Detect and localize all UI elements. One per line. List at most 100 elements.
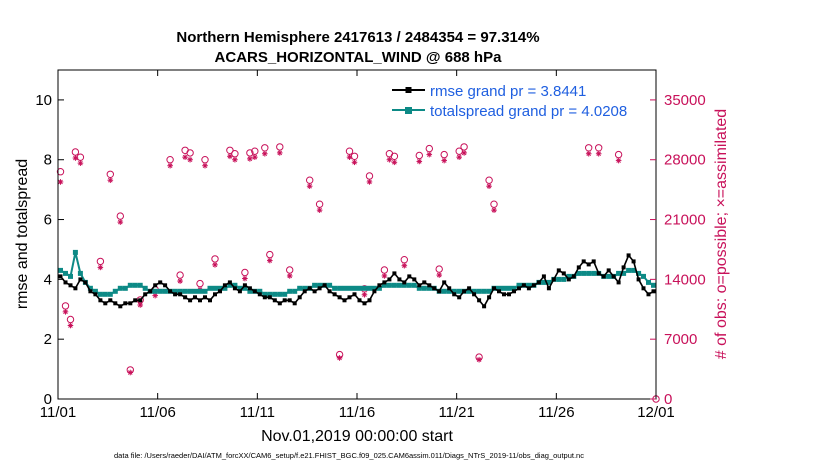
x-tick-label: 11/06 [139,404,175,421]
obs-possible-marker [186,149,194,157]
obs-assimilated-marker [391,159,398,166]
spread-point [501,285,507,291]
rmse-point [601,274,606,279]
spread-point [117,285,123,291]
rmse-point [153,283,158,288]
rmse-point [287,298,292,303]
rmse-point [621,265,626,270]
rmse-point [362,301,367,306]
x-tick-label: 11/11 [240,404,275,421]
obs-assimilated-marker [72,155,79,161]
rmse-point [302,289,307,294]
rmse-point [531,283,536,288]
rmse-point [477,298,482,303]
spread-point [337,285,343,291]
spread-point [342,285,347,291]
rmse-point [282,298,287,303]
rmse-point [497,289,501,294]
y-right-tick-label: 21000 [664,212,706,229]
rmse-point [297,295,302,300]
rmse-point [367,298,372,303]
rmse-point [88,289,93,294]
spread-point [142,285,148,291]
obs-possible-marker [66,315,75,324]
spread-point [441,288,447,294]
x-tick-label: 11/01 [40,404,76,421]
spread-point [137,282,143,288]
obs-possible-marker [176,271,184,279]
rmse-point [541,274,546,279]
rmse-point [83,280,88,285]
obs-assimilated-marker [67,322,74,329]
obs-possible-marker [415,151,423,160]
y-right-tick-label: 0 [664,391,672,408]
spread-point [381,282,387,288]
spread-point [237,285,243,291]
spread-point [426,285,432,291]
x-tick-label: 11/21 [438,404,474,421]
rmse-point [327,289,332,294]
rmse-point [78,277,83,282]
x-axis-label: Nov.01,2019 00:00:00 start [261,428,453,445]
rmse-point [352,292,357,297]
rmse-point [262,295,267,300]
spread-point [72,249,78,255]
obs-assimilated-marker [585,150,592,157]
rmse-point [397,277,402,282]
rmse-point [546,286,551,291]
obs-possible-marker [106,170,115,179]
rmse-point [631,259,636,264]
rmse-point [93,292,98,297]
obs-possible-marker [345,147,354,155]
spread-point [132,282,138,288]
spread-point [471,288,477,294]
rmse-point [168,289,173,294]
rmse-point [447,286,452,291]
rmse-point [407,274,412,279]
spread-point [421,285,427,291]
rmse-point [571,274,576,279]
obs-possible-marker [380,266,389,274]
spread-point [92,288,98,294]
obs-assimilated-marker [306,183,313,190]
y-right-tick-label: 7000 [664,331,697,348]
obs-assimilated-marker [227,153,233,160]
rmse-point [58,274,63,279]
x-tick-label: 11/16 [339,404,375,421]
spread-point [416,285,422,291]
obs-assimilated-marker [167,162,173,169]
rmse-point [382,280,387,285]
spread-point [157,288,163,294]
legend-rmse-marker [405,87,412,93]
rmse-point [472,292,477,297]
rmse-point [507,292,511,297]
rmse-point [646,292,651,297]
legend: rmse grand pr = 3.8441 totalspread grand… [392,83,627,120]
rmse-point [402,280,407,285]
spread-point [496,285,502,291]
y-left-tick-label: 0 [44,391,52,408]
rmse-point [606,268,611,273]
rmse-point [492,286,496,291]
x-axis: 11/01 11/06 11/11 11/16 11/21 11/26 12/01 [40,70,675,421]
spread-point [182,288,188,294]
rmse-point [502,292,506,297]
rmse-point [173,292,178,297]
spread-point [411,282,417,288]
rmse-point [63,280,68,285]
rmse-point [581,259,586,264]
obs-assimilated-marker [491,207,497,213]
obs-assimilated-marker [476,356,482,363]
rmse-point [158,280,163,285]
rmse-point [422,280,427,285]
obs-possible-marker [201,156,209,164]
spread-point [112,288,118,294]
rmse-point [68,283,73,288]
spread-point [327,282,333,288]
rmse-point [482,304,487,309]
obs-assimilated-marker [77,160,84,166]
rmse-point [556,268,561,273]
spread-point [556,276,562,282]
spread-point [122,285,128,291]
obs-assimilated-marker [242,275,248,282]
